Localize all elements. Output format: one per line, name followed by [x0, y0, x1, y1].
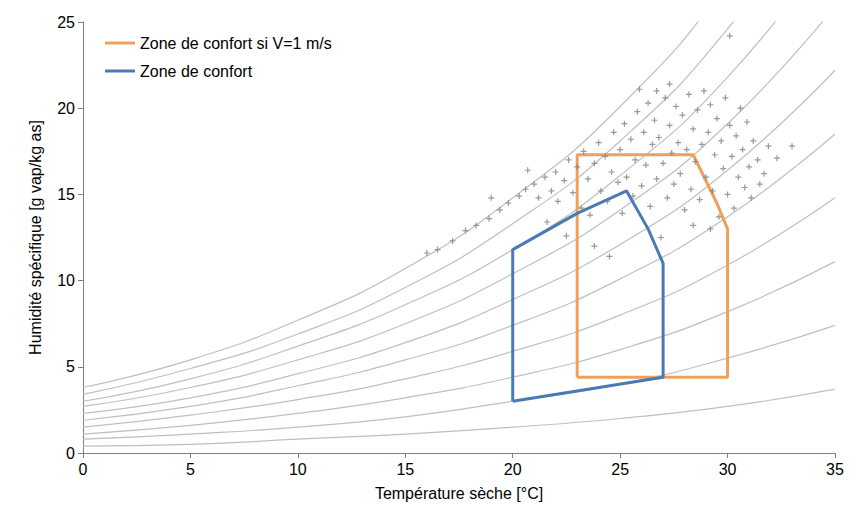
- svg-text:5: 5: [66, 358, 75, 375]
- svg-text:25: 25: [611, 461, 629, 478]
- svg-text:15: 15: [57, 186, 75, 203]
- svg-text:15: 15: [396, 461, 414, 478]
- svg-text:0: 0: [66, 445, 75, 462]
- svg-text:20: 20: [504, 461, 522, 478]
- svg-text:Température sèche [°C]: Température sèche [°C]: [375, 485, 543, 502]
- svg-text:10: 10: [57, 272, 75, 289]
- svg-text:Humidité spécifique [g vap/kg: Humidité spécifique [g vap/kg as]: [27, 120, 44, 355]
- svg-text:5: 5: [186, 461, 195, 478]
- svg-text:35: 35: [826, 461, 844, 478]
- svg-text:10: 10: [289, 461, 307, 478]
- svg-text:Zone de confort: Zone de confort: [140, 63, 253, 80]
- svg-text:Zone de confort si V=1 m/s: Zone de confort si V=1 m/s: [140, 35, 332, 52]
- svg-text:0: 0: [79, 461, 88, 478]
- svg-text:25: 25: [57, 14, 75, 31]
- svg-text:20: 20: [57, 100, 75, 117]
- svg-text:30: 30: [719, 461, 737, 478]
